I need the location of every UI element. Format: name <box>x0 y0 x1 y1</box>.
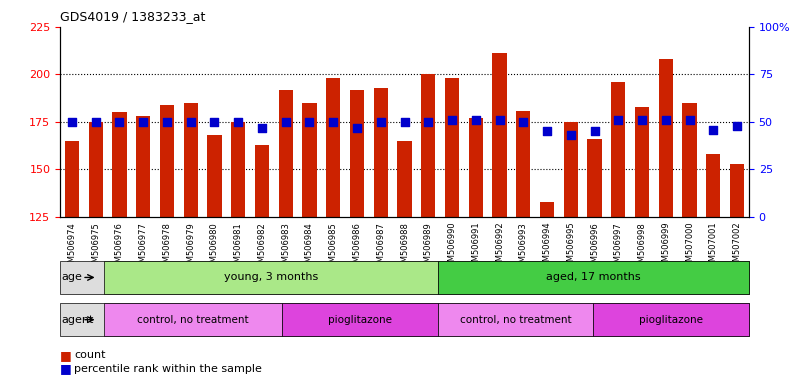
Text: aged, 17 months: aged, 17 months <box>546 272 641 283</box>
Point <box>113 119 126 125</box>
Point <box>541 128 553 134</box>
Point <box>89 119 102 125</box>
Point <box>707 126 720 132</box>
Bar <box>516 111 530 217</box>
Bar <box>564 122 578 217</box>
Point <box>612 117 625 123</box>
Point <box>469 117 482 123</box>
Point <box>445 117 458 123</box>
Point <box>517 119 529 125</box>
Text: age: age <box>62 272 83 283</box>
Bar <box>611 82 626 217</box>
Bar <box>255 145 269 217</box>
Point <box>374 119 387 125</box>
Bar <box>706 154 720 217</box>
Bar <box>493 53 507 217</box>
Bar <box>65 141 79 217</box>
Point <box>160 119 173 125</box>
Bar <box>682 103 697 217</box>
Bar <box>326 78 340 217</box>
Bar <box>658 59 673 217</box>
Text: pioglitazone: pioglitazone <box>639 314 703 325</box>
Point <box>398 119 411 125</box>
Point <box>636 117 649 123</box>
Text: control, no treatment: control, no treatment <box>460 314 571 325</box>
Bar <box>635 107 649 217</box>
Point <box>659 117 672 123</box>
Text: young, 3 months: young, 3 months <box>223 272 318 283</box>
Point <box>208 119 221 125</box>
Text: control, no treatment: control, no treatment <box>137 314 249 325</box>
Point <box>327 119 340 125</box>
Bar <box>112 113 127 217</box>
Text: count: count <box>74 350 106 360</box>
Bar <box>445 78 459 217</box>
Point <box>137 119 150 125</box>
Text: pioglitazone: pioglitazone <box>328 314 392 325</box>
Bar <box>160 105 174 217</box>
Text: ■: ■ <box>60 349 72 362</box>
Point <box>256 124 268 131</box>
Point <box>66 119 78 125</box>
Bar <box>89 122 103 217</box>
Bar <box>302 103 316 217</box>
Text: ■: ■ <box>60 362 72 375</box>
Bar <box>469 118 483 217</box>
Bar <box>587 139 602 217</box>
Bar <box>183 103 198 217</box>
Bar <box>207 135 222 217</box>
Bar <box>350 89 364 217</box>
Point <box>231 119 244 125</box>
Point <box>493 117 506 123</box>
Point <box>588 128 601 134</box>
Point <box>565 132 578 138</box>
Point <box>303 119 316 125</box>
Bar <box>421 74 436 217</box>
Text: percentile rank within the sample: percentile rank within the sample <box>74 364 263 374</box>
Text: agent: agent <box>62 314 94 325</box>
Bar <box>279 89 293 217</box>
Bar <box>373 88 388 217</box>
Bar <box>397 141 412 217</box>
Point <box>731 122 743 129</box>
Bar <box>136 116 151 217</box>
Point <box>184 119 197 125</box>
Text: GDS4019 / 1383233_at: GDS4019 / 1383233_at <box>60 10 205 23</box>
Bar <box>730 164 744 217</box>
Point <box>422 119 435 125</box>
Point <box>351 124 364 131</box>
Bar <box>540 202 554 217</box>
Point <box>683 117 696 123</box>
Bar <box>231 122 245 217</box>
Point <box>280 119 292 125</box>
